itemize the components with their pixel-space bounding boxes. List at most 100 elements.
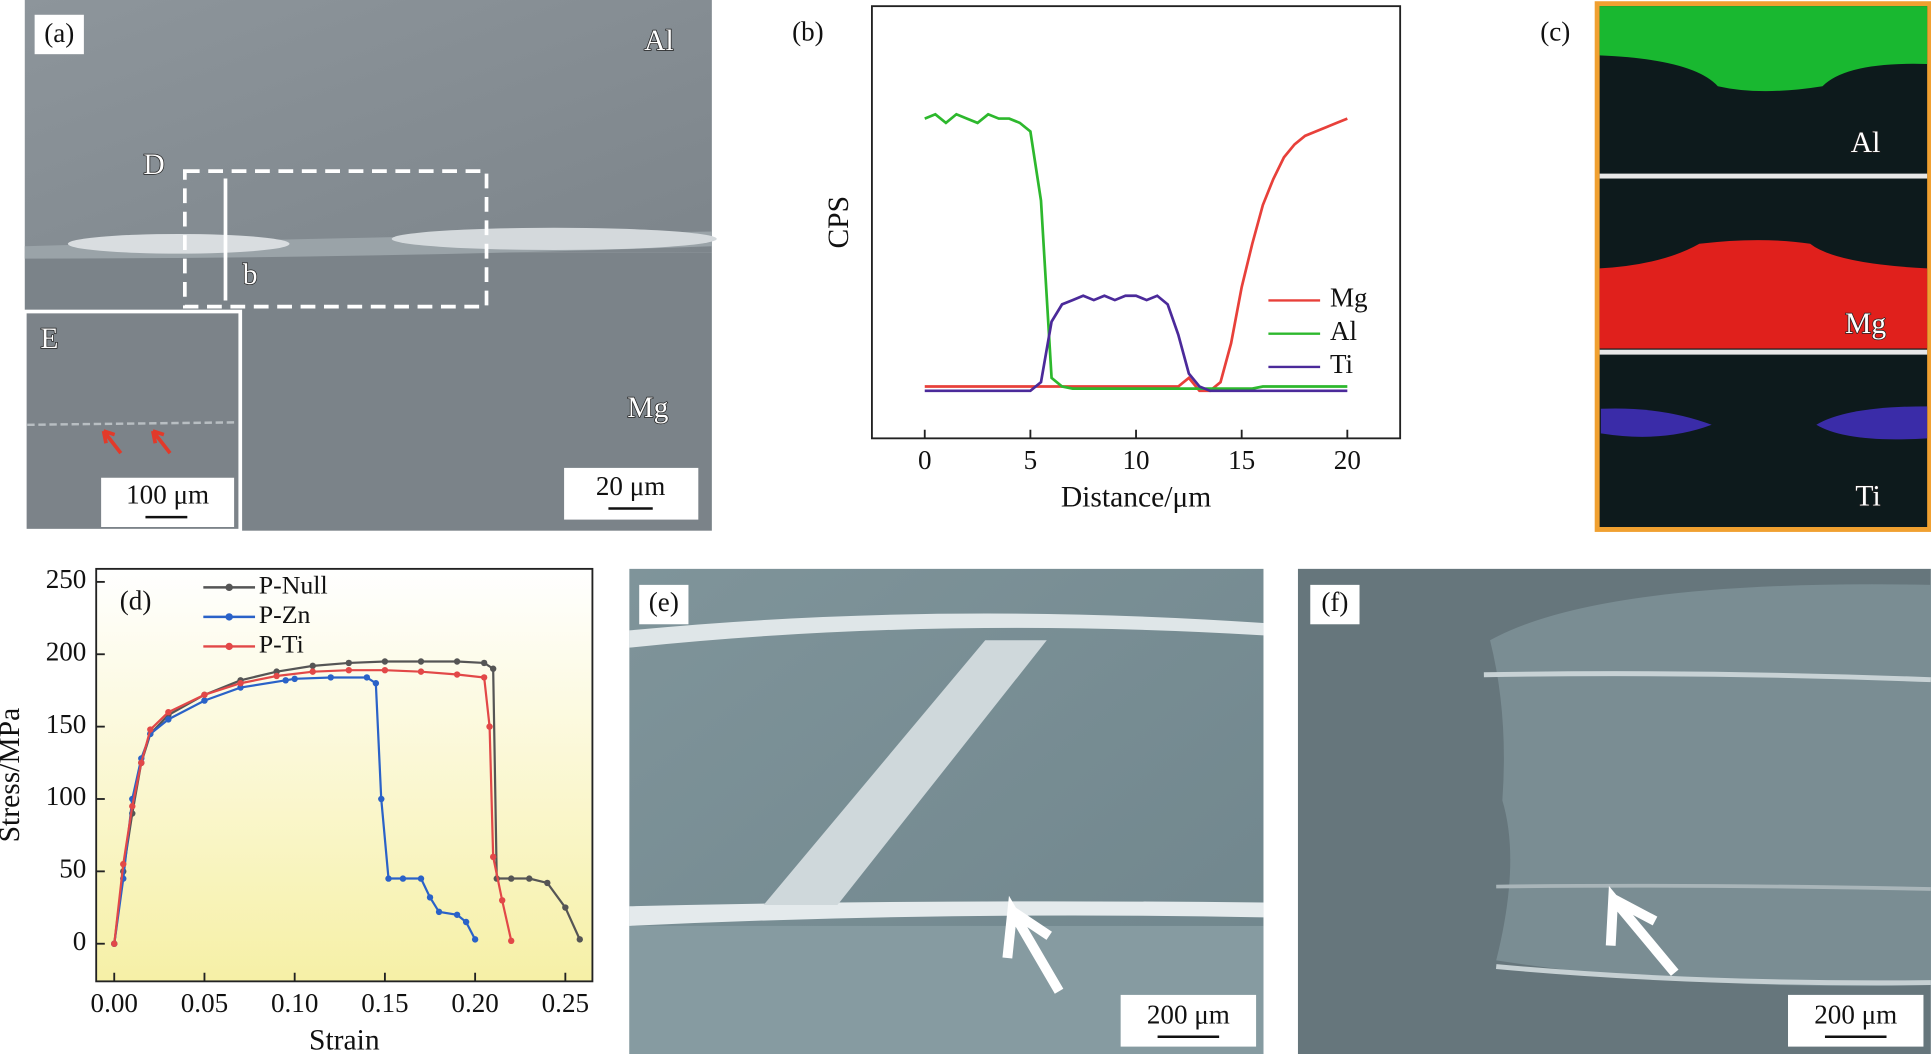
marker	[237, 680, 244, 687]
legend-marker	[225, 642, 233, 651]
inset-label: E	[40, 323, 58, 355]
marker	[309, 662, 316, 670]
label-box	[1310, 584, 1360, 625]
marker	[508, 875, 515, 882]
arrow	[151, 429, 172, 455]
scale-text: 100 μm	[126, 480, 209, 510]
x-tick-label: 0.15	[361, 988, 408, 1018]
mg-map	[1599, 240, 1928, 349]
scale-box	[1120, 994, 1257, 1047]
marker	[399, 875, 407, 882]
legend-label: P-Ti	[259, 629, 304, 658]
marker	[291, 675, 298, 683]
scale-box	[101, 477, 235, 527]
marker	[453, 671, 461, 678]
plot-area	[95, 567, 594, 983]
dashed-box	[183, 169, 489, 309]
x-tick-label: 15	[1228, 445, 1255, 475]
label-box	[639, 584, 689, 625]
al-region	[24, 0, 712, 253]
x-axis-label: Strain	[309, 1025, 380, 1054]
marker	[138, 759, 145, 767]
element-label: Al	[1851, 127, 1881, 159]
marker	[111, 940, 118, 947]
marker	[147, 726, 154, 733]
marker	[417, 658, 425, 665]
marker	[129, 803, 136, 810]
element-label: Ti	[1855, 480, 1880, 512]
panel-label: (e)	[649, 587, 679, 617]
marker	[381, 666, 389, 674]
legend-marker	[225, 613, 233, 621]
marker	[273, 672, 280, 680]
ti-map	[1600, 408, 1712, 437]
inset-interface	[27, 421, 238, 427]
layer	[629, 901, 1264, 926]
marker	[363, 674, 371, 681]
marker	[489, 665, 497, 672]
y-tick-label: 100	[46, 781, 87, 811]
scale-text: 200 μm	[1814, 999, 1897, 1029]
marker	[562, 904, 569, 911]
marker	[453, 658, 461, 665]
arrow	[101, 429, 123, 455]
al-map	[1599, 6, 1928, 92]
marker	[435, 908, 443, 916]
crack-band	[763, 640, 1047, 906]
ti-particle	[67, 233, 290, 254]
legend-label: Mg	[1330, 283, 1368, 313]
legend-marker	[225, 583, 233, 592]
marker	[489, 853, 497, 861]
layer-edge	[1483, 671, 1931, 683]
x-tick-label: 0.20	[451, 988, 498, 1018]
y-tick-label: 0	[73, 926, 87, 956]
scale-box	[564, 467, 699, 520]
marker	[426, 894, 434, 901]
marker	[327, 674, 334, 681]
x-tick-label: 0.10	[271, 988, 318, 1018]
divider	[1599, 349, 1928, 355]
arrow	[1002, 895, 1064, 994]
marker	[544, 879, 551, 887]
box-label: D	[143, 149, 164, 181]
legend-label: Ti	[1330, 349, 1353, 379]
ti-map	[1816, 406, 1928, 440]
legend-label: P-Null	[259, 570, 328, 599]
y-tick-label: 200	[46, 636, 87, 666]
panel-label: (b)	[792, 17, 824, 47]
panel-label: (f)	[1321, 587, 1348, 617]
marker	[417, 875, 425, 882]
panel-f: (f) 200 μm	[1297, 568, 1931, 1054]
y-axis-label: Stress/MPa	[0, 708, 26, 843]
phase-label: Al	[644, 25, 674, 57]
panel-label: (c)	[1540, 17, 1570, 47]
legend-label: Al	[1330, 316, 1357, 346]
layer-edge	[1496, 883, 1931, 891]
marker	[201, 697, 208, 704]
marker	[309, 668, 316, 675]
marker	[165, 708, 172, 716]
x-tick-label: 5	[1024, 445, 1038, 475]
phase-label: Mg	[627, 392, 668, 424]
series-line	[924, 117, 1348, 393]
y-tick-label: 50	[59, 854, 86, 884]
marker	[378, 795, 385, 803]
marker	[471, 936, 479, 943]
specimen	[1490, 584, 1931, 987]
ti-particle	[391, 227, 717, 250]
line-label: b	[243, 259, 258, 291]
series-line	[924, 112, 1348, 390]
x-tick-label: 0	[918, 445, 932, 475]
marker	[381, 658, 389, 665]
y-tick-label: 250	[46, 564, 87, 594]
element-label: Mg	[1845, 308, 1886, 340]
y-axis-label: CPS	[823, 196, 855, 249]
x-tick-label: 0.25	[542, 988, 589, 1018]
panel-label: (a)	[44, 18, 74, 48]
marker	[480, 659, 488, 667]
marker	[417, 668, 425, 675]
plot-area	[870, 5, 1402, 440]
marker	[462, 918, 470, 926]
marker	[282, 677, 289, 684]
